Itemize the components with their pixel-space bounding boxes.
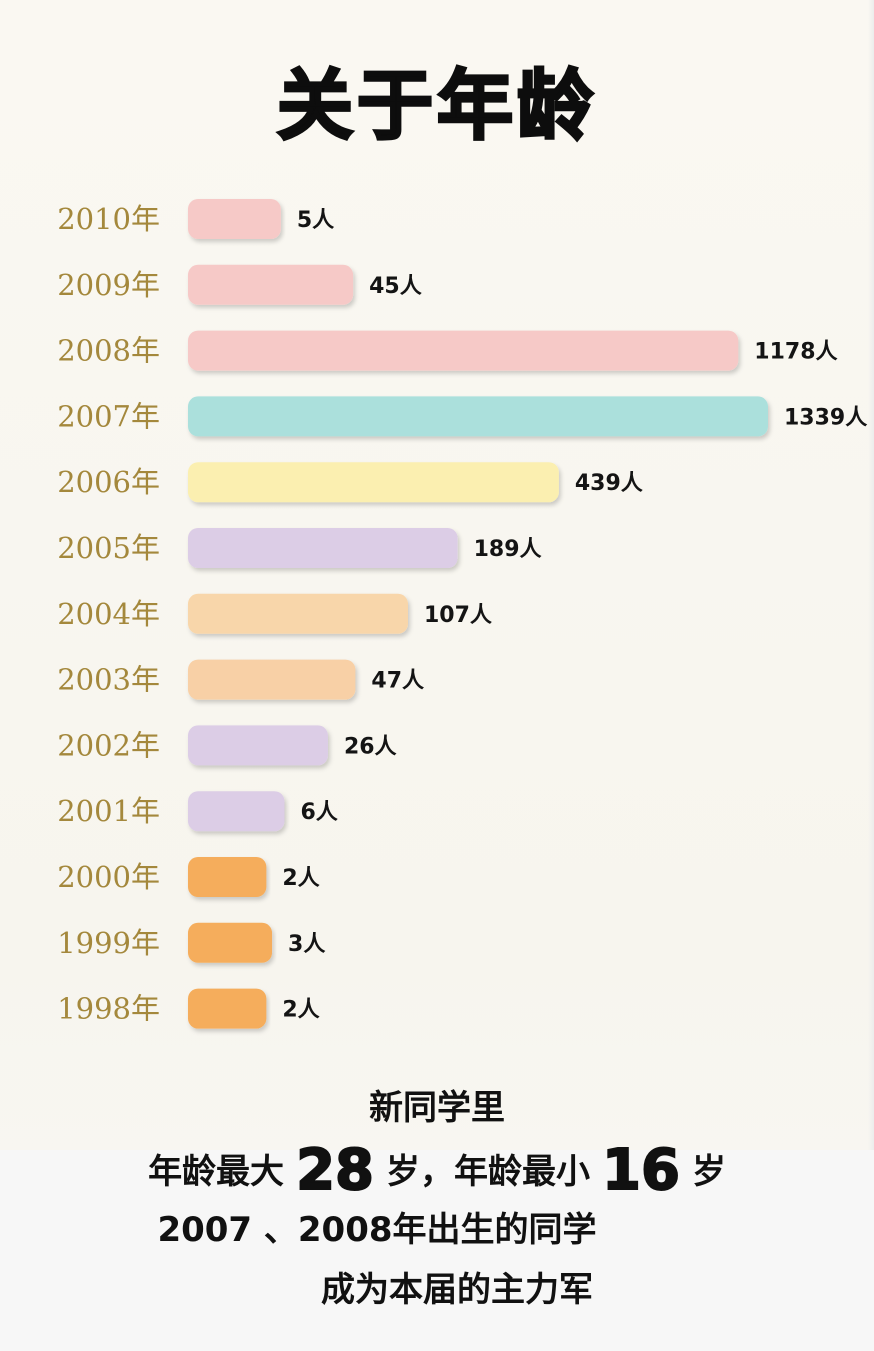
value-label-9: 6人 — [300, 800, 337, 825]
footer-band — [0, 1150, 874, 1351]
footer-max-prefix: 年龄最大 — [148, 1152, 285, 1192]
value-label-10: 2人 — [282, 866, 319, 891]
year-label-4: 2006年 — [57, 465, 160, 499]
bar-11 — [188, 922, 273, 963]
max-age-value: 28 — [295, 1137, 375, 1204]
bar-12 — [188, 988, 267, 1029]
bar-chart: 2010年 5人 2009年 45人 2008年 1178人 2007年 1339人 2006年… — [57, 199, 867, 1029]
chart-title: 关于年龄 — [276, 60, 597, 152]
year-label-5: 2005年 — [57, 531, 160, 565]
bar-10 — [188, 857, 267, 897]
value-label-12: 2人 — [282, 998, 319, 1023]
year-label-10: 2000年 — [57, 860, 160, 894]
bar-9 — [188, 791, 285, 832]
value-label-1: 45人 — [369, 274, 422, 299]
year-label-2: 2008年 — [57, 334, 160, 368]
bar-8 — [188, 725, 328, 766]
footer-line-4: 成为本届的主力军 — [321, 1270, 593, 1310]
value-label-4: 439人 — [575, 471, 643, 496]
bar-7 — [188, 659, 356, 700]
bar-5 — [188, 528, 458, 568]
bar-2 — [188, 330, 739, 371]
year-label-0: 2010年 — [57, 202, 160, 236]
value-label-8: 26人 — [344, 734, 397, 759]
footer-line-3: 2007 、2008年出生的同学 — [157, 1210, 597, 1250]
bar-1 — [188, 264, 354, 305]
footer-mid-text: 岁，年龄最小 — [386, 1152, 590, 1192]
value-label-7: 47人 — [371, 669, 424, 694]
bar-6 — [188, 593, 408, 634]
footer-line-1: 新同学里 — [369, 1088, 505, 1128]
year-label-6: 2004年 — [57, 597, 160, 631]
bars-layer: 2010年 5人 2009年 45人 2008年 1178人 2007年 1339人 2006年… — [57, 199, 867, 1029]
bar-3 — [188, 396, 768, 437]
value-label-0: 5人 — [297, 208, 334, 233]
year-label-9: 2001年 — [57, 794, 160, 828]
year-label-7: 2003年 — [57, 663, 160, 697]
page-edge-shadow — [868, 0, 874, 1150]
bar-0 — [188, 199, 281, 239]
value-label-3: 1339人 — [784, 405, 867, 430]
min-age-value: 16 — [601, 1137, 681, 1204]
footer-line-2: 年龄最大 28 岁，年龄最小 16 岁 — [0, 1137, 874, 1204]
year-label-1: 2009年 — [57, 268, 160, 302]
value-label-5: 189人 — [474, 537, 542, 562]
value-label-6: 107人 — [424, 603, 492, 628]
year-label-3: 2007年 — [57, 399, 160, 433]
value-label-2: 1178人 — [754, 340, 837, 365]
bar-4 — [188, 462, 559, 503]
value-label-11: 3人 — [288, 932, 325, 957]
footer-suffix: 岁 — [691, 1152, 726, 1192]
year-label-8: 2002年 — [57, 728, 160, 762]
year-label-11: 1999年 — [57, 926, 160, 960]
year-label-12: 1998年 — [57, 992, 160, 1026]
